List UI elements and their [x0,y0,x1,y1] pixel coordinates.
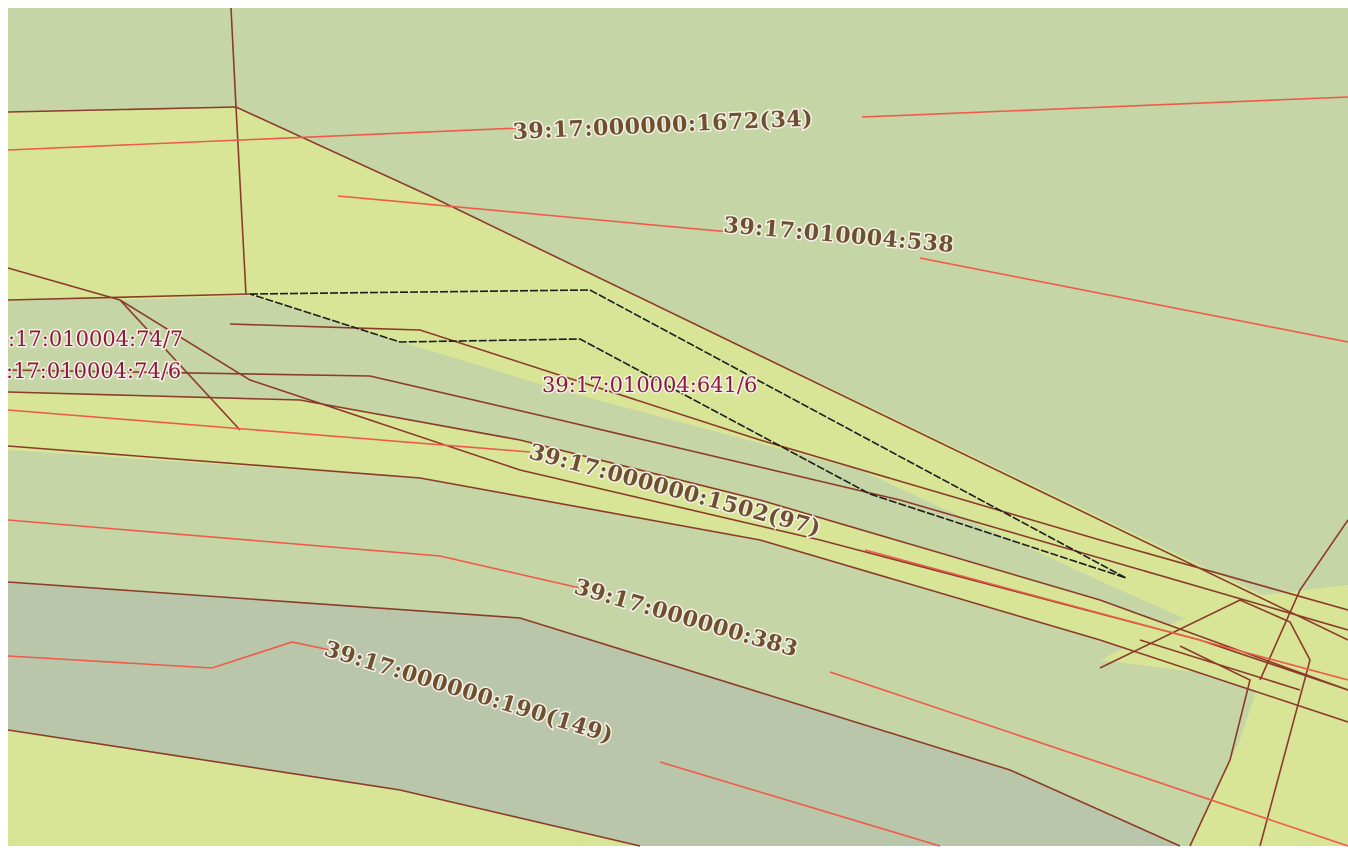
road-line [919,257,1348,343]
boundary-line [7,293,251,301]
road-line [7,127,521,151]
zone-strip-left [8,268,250,300]
parcel-boundaries [7,7,1348,847]
zone-river [8,582,1180,846]
road-lines [7,96,1348,847]
road-line [7,409,531,453]
boundary-line [119,299,241,431]
road-line [659,761,941,847]
boundary-line [7,106,1348,641]
zone-corridor [8,392,1348,720]
boundary-line [7,391,1348,691]
road-line [864,549,1348,681]
zone-upper-left [8,107,1348,690]
zone-bottom-left [8,730,640,846]
parcel-label-74-7: :17:010004:74/7 [8,327,183,351]
road-line [861,96,1348,118]
boundary-line [7,369,1348,631]
boundary-line [1139,639,1301,691]
boundary-line [1099,599,1311,847]
zone-lower-right [1100,585,1348,846]
boundary-line [1259,519,1348,681]
boundary-line [7,729,641,847]
road-line [7,641,331,669]
road-line [337,195,731,233]
boundary-line [7,581,1181,847]
parcel-label-641-6: 39:17:010004:641/6 [542,373,757,397]
road-line [7,519,581,589]
road-line [829,671,1348,847]
parcel-label-74-6: :17:010004:74/6 [6,359,181,383]
boundary-line [7,445,1348,723]
selected-parcel-outline[interactable] [249,289,1127,579]
